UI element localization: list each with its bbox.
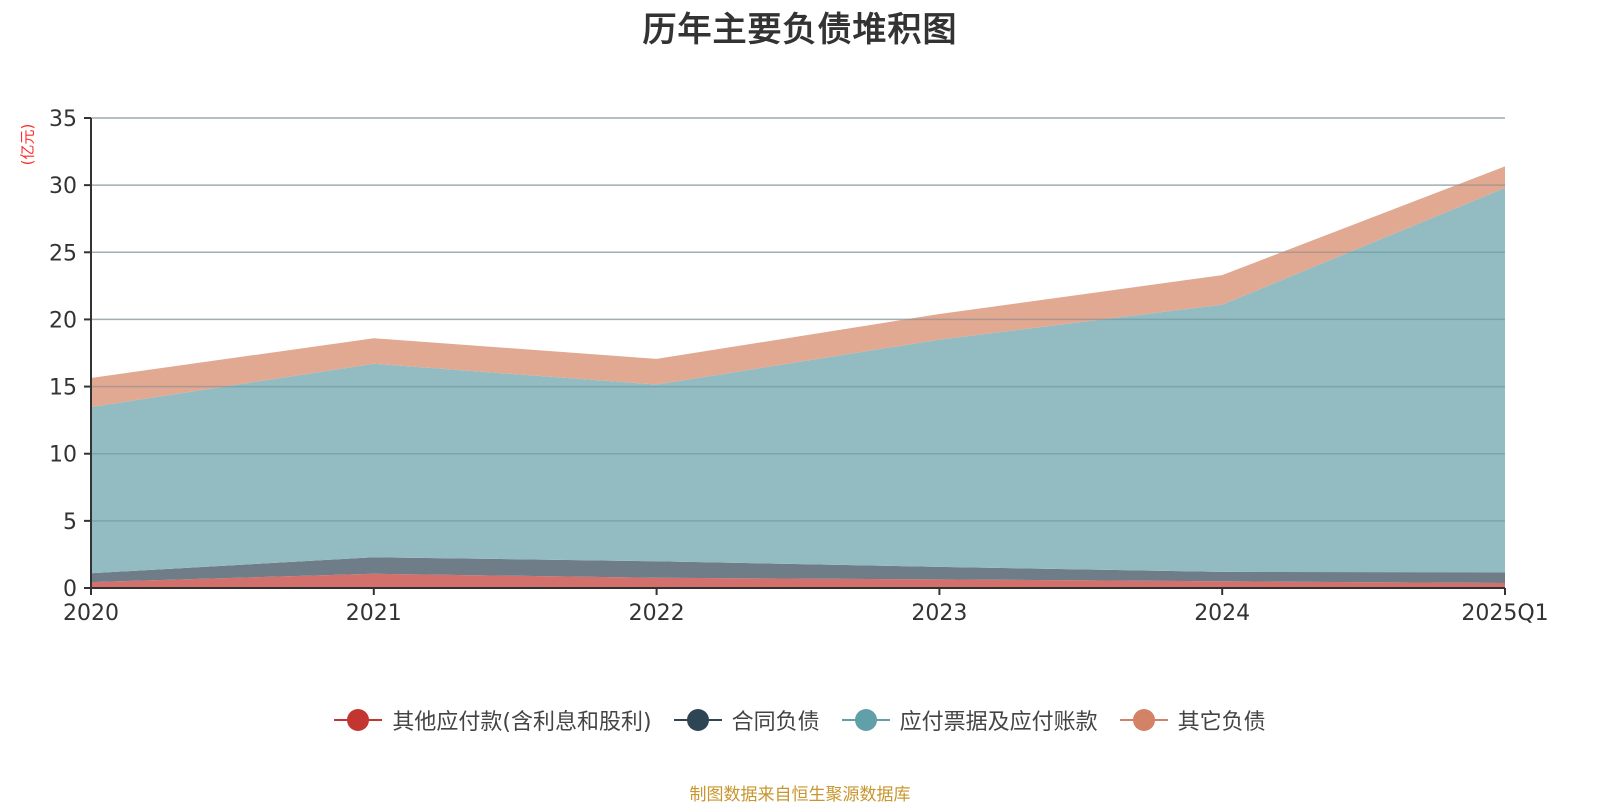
area-series-0[interactable]	[91, 573, 1505, 588]
legend-marker-icon	[673, 708, 722, 732]
y-tick-label: 30	[49, 174, 77, 199]
y-tick-label: 20	[49, 308, 77, 333]
y-tick-label: 15	[49, 376, 77, 401]
y-tick-label: 35	[49, 107, 77, 132]
legend-item-1[interactable]: 合同负债	[673, 704, 820, 736]
chart-title: 历年主要负债堆积图	[642, 10, 958, 50]
legend-marker-icon	[1119, 708, 1168, 732]
x-tick-label: 2022	[629, 601, 685, 626]
x-tick-label: 2023	[911, 601, 967, 626]
legend-item-3[interactable]: 其它负债	[1119, 704, 1266, 736]
legend-marker-icon	[334, 708, 383, 732]
x-tick-label: 2025Q1	[1461, 601, 1548, 626]
legend-label: 应付票据及应付账款	[899, 710, 1098, 735]
area-series-1[interactable]	[91, 557, 1505, 584]
y-tick-label: 10	[49, 443, 77, 468]
x-tick-label: 2020	[63, 601, 119, 626]
legend-label: 其它负债	[1177, 710, 1266, 735]
y-tick-label: 5	[63, 510, 77, 535]
legend-label: 其他应付款(含利息和股利)	[392, 710, 652, 735]
legend-item-2[interactable]: 应付票据及应付账款	[841, 704, 1098, 736]
x-tick-label: 2024	[1194, 601, 1250, 626]
source-note: 制图数据来自恒生聚源数据库	[689, 785, 911, 805]
y-tick-label: 0	[63, 577, 77, 602]
x-tick-label: 2021	[346, 601, 402, 626]
x-axis: 2020 2021 2022 2023 2024 2025Q1	[63, 587, 1549, 626]
stacked-area-chart: 0 5 10 15 20 25 30 35 2020 2021 2022 2023 2024 2025Q…	[49, 107, 1549, 626]
area-series-2[interactable]	[91, 187, 1505, 574]
y-axis: 0 5 10 15 20 25 30 35	[49, 107, 92, 602]
area-series	[91, 117, 1505, 588]
legend-label: 合同负债	[731, 710, 820, 735]
y-tick-label: 25	[49, 241, 77, 266]
area-series-3[interactable]	[91, 166, 1505, 407]
legend-item-0[interactable]: 其他应付款(含利息和股利)	[334, 704, 652, 736]
legend-marker-icon	[841, 708, 890, 732]
legend: 其他应付款(含利息和股利) 合同负债 应付票据及应付账款 其它负债	[0, 704, 1600, 736]
